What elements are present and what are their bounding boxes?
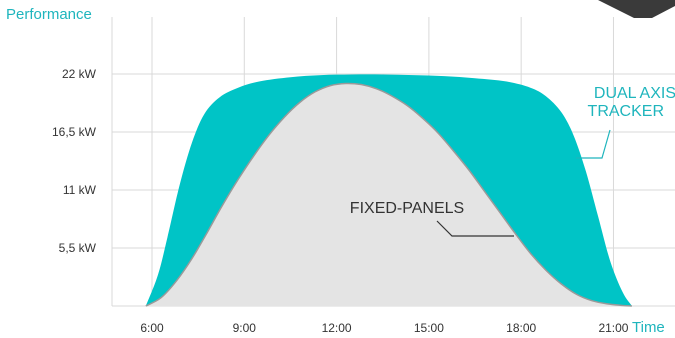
x-axis-title: Time [632, 319, 665, 336]
x-tick-label: 15:00 [414, 321, 444, 335]
series-area-fixed-panels [145, 83, 632, 306]
annotation-dual-axis-line2: TRACKER [588, 103, 664, 120]
axis-layer: 6:00 9:00 12:00 15:00 18:00 21:00 5,5 kW 11 kW 1… [52, 67, 629, 335]
series-line-fixed-panels [145, 82, 632, 307]
x-tick-label: 12:00 [322, 321, 352, 335]
x-tick-label: 6:00 [140, 321, 164, 335]
x-tick-label: 9:00 [233, 321, 257, 335]
annotation-fixed-panels-leader [436, 220, 514, 237]
y-axis-title: Performance [6, 6, 92, 23]
corner-tab-shape [598, 0, 675, 18]
annotation-fixed-panels: FIXED-PANELS [350, 200, 464, 217]
y-tick-label: 16,5 kW [52, 125, 97, 139]
y-tick-label: 11 kW [63, 183, 97, 197]
annotation-dual-axis-leader [576, 129, 611, 159]
annotation-dual-axis-line1: DUAL AXIS [594, 85, 675, 102]
x-tick-label: 18:00 [506, 321, 536, 335]
x-tick-label: 21:00 [598, 321, 628, 335]
series-layer [145, 74, 632, 307]
y-tick-label: 22 kW [62, 67, 97, 81]
y-tick-label: 5,5 kW [59, 241, 97, 255]
